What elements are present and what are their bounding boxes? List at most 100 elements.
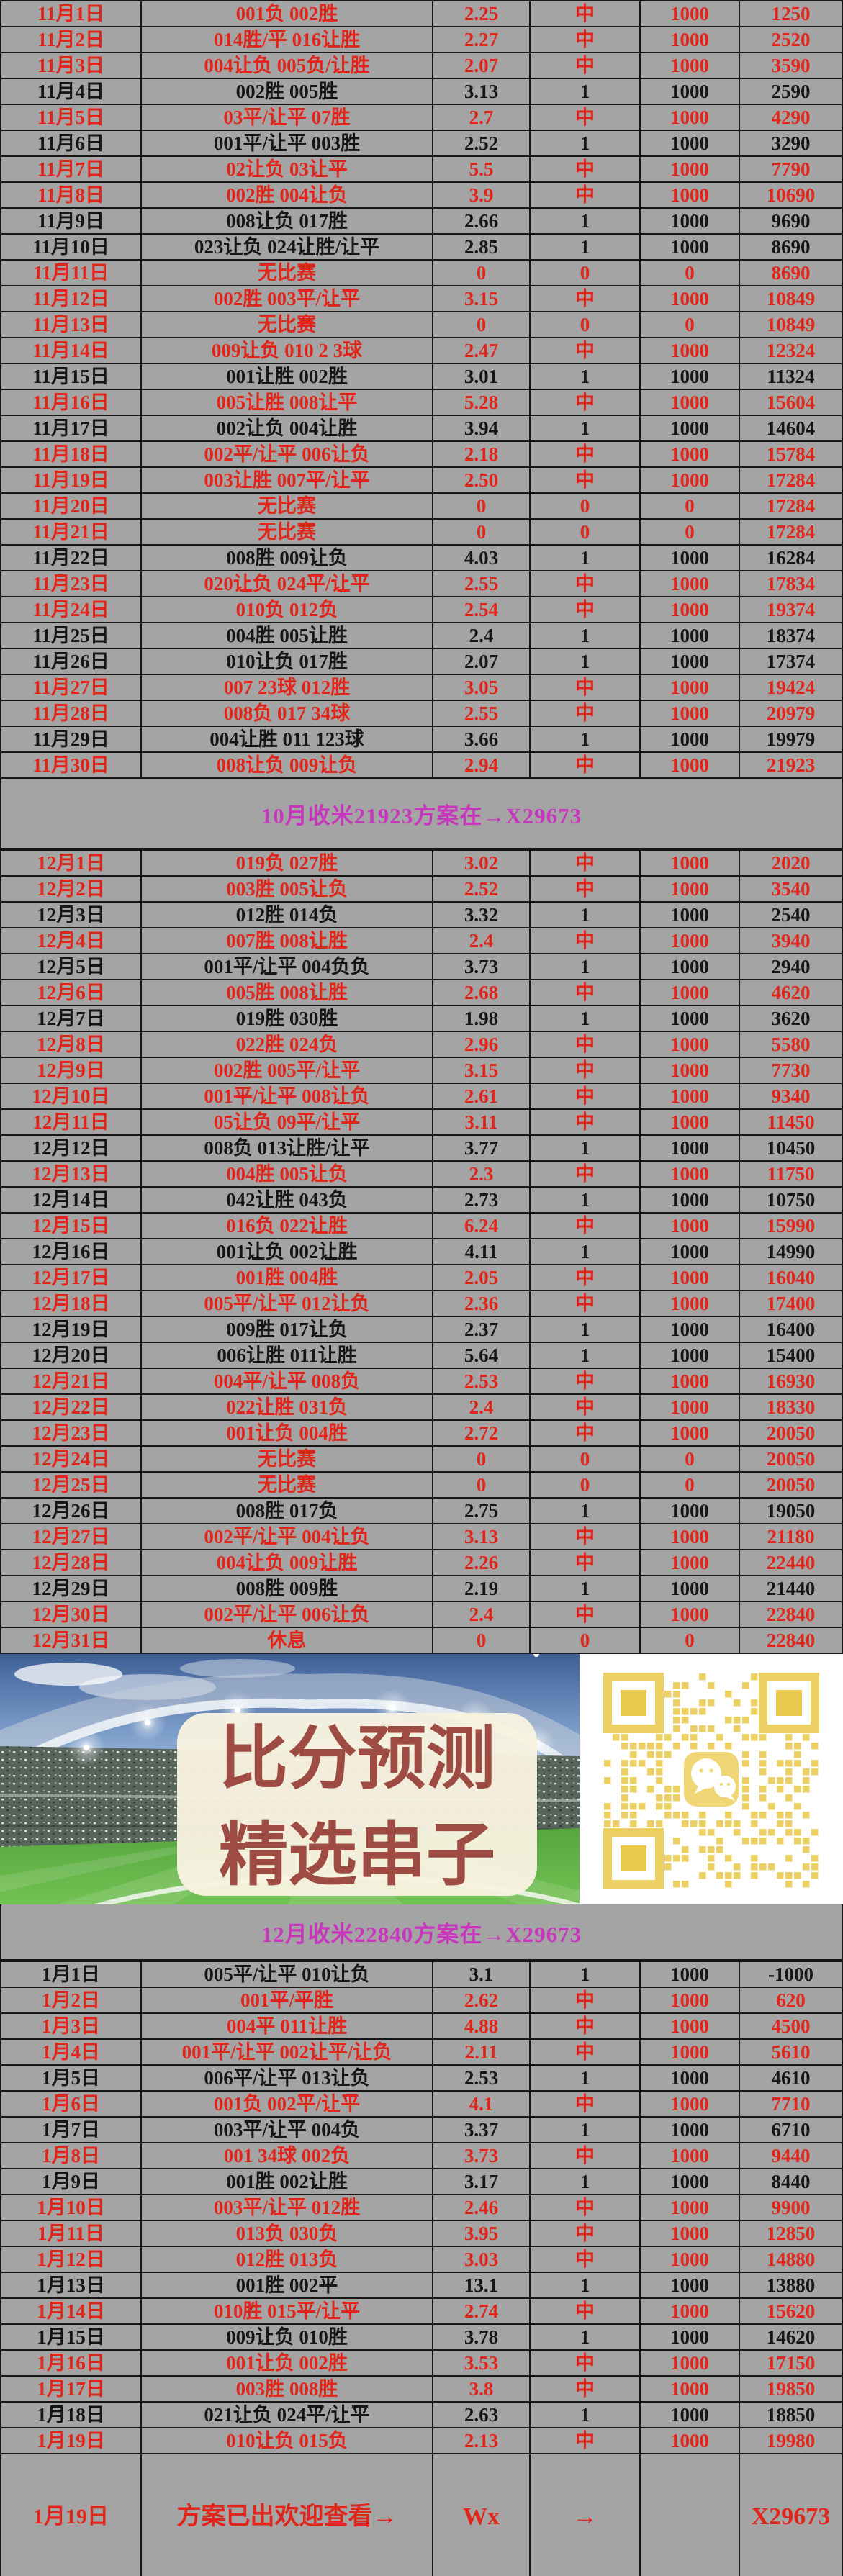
cell-odds: 2.26 [433, 1550, 531, 1575]
cell-odds: 6.24 [433, 1214, 531, 1238]
cell-date: 12月15日 [0, 1214, 142, 1238]
bet-row: 11月21日 无比赛 0 0 0 17284 [0, 520, 843, 546]
cell-total: 17284 [740, 520, 843, 544]
cell-result: 1 [531, 1962, 641, 1987]
cell-date: 1月14日 [0, 2299, 142, 2323]
cell-odds: 2.53 [433, 2066, 531, 2090]
cell-stake: 1000 [641, 1265, 740, 1290]
cell-stake: 1000 [641, 675, 740, 700]
bet-row: 12月3日 012胜 014负 3.32 1 1000 2540 [0, 903, 843, 928]
cell-pick: 023让负 024让胜/让平 [142, 235, 433, 259]
cell-pick: 020让负 024平/让平 [142, 571, 433, 596]
cell-odds: 3.11 [433, 1110, 531, 1134]
cell-total: 10450 [740, 1136, 843, 1160]
cell-total: 16284 [740, 546, 843, 570]
cell-odds: 2.36 [433, 1291, 531, 1316]
cell-result: 中 [531, 1602, 641, 1627]
cell-date: 11月14日 [0, 338, 142, 363]
banner-title-box [177, 1713, 537, 1896]
cell-stake: 1000 [641, 1110, 740, 1134]
bet-row: 1月4日 001平/让平 002让平/让负 2.11 中 1000 5610 [0, 2040, 843, 2066]
cell-date: 1月7日 [0, 2118, 142, 2142]
cell-result: 0 [531, 1447, 641, 1471]
cell-total: 3940 [740, 928, 843, 953]
cell-result: 中 [531, 105, 641, 130]
cell-date: 12月20日 [0, 1343, 142, 1368]
cell-stake: 1000 [641, 442, 740, 466]
table-december: 12月1日 019负 027胜 3.02 中 1000 2020 12月2日 003胜 005… [0, 849, 843, 1654]
cell-date: 1月15日 [0, 2325, 142, 2349]
cell-stake: 1000 [641, 571, 740, 596]
cell-odds: 0 [433, 494, 531, 518]
bet-row: 1月17日 003胜 008胜 3.8 中 1000 19850 [0, 2377, 843, 2403]
cell-result: 中 [531, 851, 641, 875]
cell-date: 12月28日 [0, 1550, 142, 1575]
bet-row: 12月19日 009胜 017让负 2.37 1 1000 16400 [0, 1317, 843, 1343]
cell-total: 18374 [740, 623, 843, 648]
cell-total: 9340 [740, 1084, 843, 1108]
cell-total: 9690 [740, 209, 843, 233]
cell-total: 7710 [740, 2092, 843, 2116]
cell-date: 12月14日 [0, 1188, 142, 1212]
cell-odds: 2.46 [433, 2195, 531, 2220]
bet-row: 1月12日 012胜 013负 3.03 中 1000 14880 [0, 2247, 843, 2273]
cell-pick: 008胜 009让负 [142, 546, 433, 570]
cell-date: 12月9日 [0, 1058, 142, 1083]
cell-pick: 013负 030负 [142, 2221, 433, 2246]
cell-stake: 1000 [641, 105, 740, 130]
footer-date: 1月19日 [0, 2454, 142, 2576]
cell-pick: 002胜 005平/让平 [142, 1058, 433, 1083]
cell-stake: 0 [641, 1628, 740, 1653]
qr-finder-patterns [603, 1673, 819, 1889]
cell-total: 16400 [740, 1317, 843, 1342]
cell-result: 0 [531, 261, 641, 285]
cell-total: 5610 [740, 2040, 843, 2064]
cell-total: 18850 [740, 2403, 843, 2427]
cell-total: 21180 [740, 1524, 843, 1549]
cell-result: 中 [531, 2092, 641, 2116]
cell-total: 2540 [740, 903, 843, 927]
bet-row: 11月3日 004让负 005负/让胜 2.07 中 1000 3590 [0, 53, 843, 79]
bet-row: 11月22日 008胜 009让负 4.03 1 1000 16284 [0, 546, 843, 571]
cell-result: 中 [531, 442, 641, 466]
cell-date: 12月7日 [0, 1006, 142, 1031]
bet-row: 12月21日 004平/让平 008负 2.53 中 1000 16930 [0, 1369, 843, 1395]
bet-row: 12月20日 006让胜 011让胜 5.64 1 1000 15400 [0, 1343, 843, 1369]
cell-result: 1 [531, 209, 641, 233]
cell-stake: 1000 [641, 2118, 740, 2142]
cell-date: 12月10日 [0, 1084, 142, 1108]
cell-result: 中 [531, 390, 641, 415]
cell-stake: 1000 [641, 980, 740, 1005]
cell-pick: 009胜 017让负 [142, 1317, 433, 1342]
cell-odds: 2.25 [433, 1, 531, 26]
cell-result: 中 [531, 1162, 641, 1186]
cell-pick: 003胜 008胜 [142, 2377, 433, 2401]
cell-pick: 001负 002平/让平 [142, 2092, 433, 2116]
cell-total: 21923 [740, 753, 843, 777]
cell-pick: 008让负 017胜 [142, 209, 433, 233]
cell-total: 15400 [740, 1343, 843, 1368]
cell-date: 11月17日 [0, 416, 142, 440]
cell-pick: 019胜 030胜 [142, 1006, 433, 1031]
cell-pick: 003平/让平 012胜 [142, 2195, 433, 2220]
cell-stake: 1000 [641, 2169, 740, 2194]
cell-total: 19979 [740, 727, 843, 751]
cell-total: 4610 [740, 2066, 843, 2090]
cell-pick: 001胜 002让胜 [142, 2169, 433, 2194]
cell-total: 620 [740, 1988, 843, 2012]
cell-odds: 5.5 [433, 157, 531, 181]
cell-date: 12月19日 [0, 1317, 142, 1342]
cell-odds: 2.96 [433, 1032, 531, 1057]
cell-result: 1 [531, 954, 641, 979]
cell-odds: 2.18 [433, 442, 531, 466]
cell-date: 1月12日 [0, 2247, 142, 2272]
cell-pick: 001让负 004胜 [142, 1421, 433, 1445]
cell-pick: 004平/让平 008负 [142, 1369, 433, 1393]
bet-row: 1月15日 009让负 010胜 3.78 1 1000 14620 [0, 2325, 843, 2351]
cell-total: 17374 [740, 649, 843, 674]
cell-total: 11750 [740, 1162, 843, 1186]
cell-stake: 1000 [641, 416, 740, 440]
cell-odds: 2.3 [433, 1162, 531, 1186]
cell-date: 1月9日 [0, 2169, 142, 2194]
cell-stake: 0 [641, 312, 740, 337]
